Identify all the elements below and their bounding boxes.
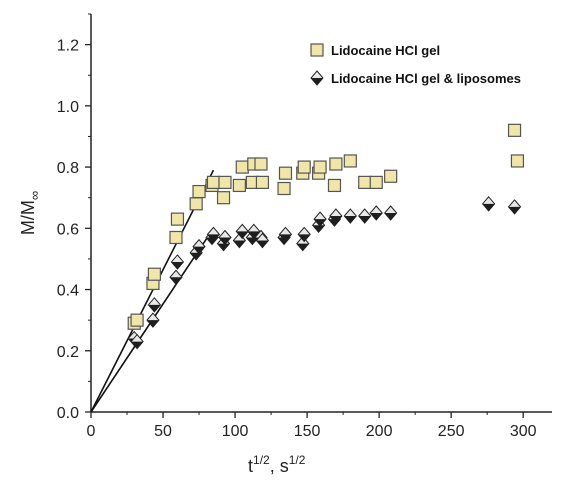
fit-line: [90, 169, 215, 413]
gel-point: [169, 230, 183, 245]
plot-frame: [90, 14, 552, 413]
gel-point: [510, 154, 525, 168]
liposome-point: [278, 226, 293, 243]
legend-label-gel: Lidocaine HCl gel: [331, 43, 440, 58]
liposome-point: [255, 232, 270, 249]
gel-point: [206, 175, 221, 189]
liposome-point: [147, 297, 162, 313]
gel-point: [189, 197, 203, 211]
gel-point: [255, 175, 270, 189]
gel-point: [384, 169, 398, 183]
liposome-point: [192, 238, 206, 255]
gel-point: [507, 123, 522, 137]
gel-point: [216, 191, 231, 205]
y-tick-label: 1.2: [57, 38, 79, 55]
liposome-point: [329, 208, 343, 224]
gel-point: [218, 175, 232, 189]
y-tick-label: 0.2: [57, 344, 79, 361]
liposome-point: [369, 205, 383, 221]
y-tick-label: 0.6: [57, 221, 79, 238]
x-ticks: 0 50 100 150 200 250 300: [87, 412, 537, 440]
gel-point: [343, 154, 357, 168]
x-axis-title: t1/2, s1/2: [248, 453, 306, 476]
x-tick-label: 150: [294, 423, 321, 440]
gel-point: [277, 181, 291, 196]
liposome-point: [206, 226, 221, 243]
gel-point: [192, 184, 206, 199]
y-tick-label: 0.8: [57, 160, 79, 177]
liposome-point: [358, 208, 372, 224]
gel-point: [278, 166, 293, 180]
liposome-point: [218, 229, 232, 246]
y-tick-label: 0.4: [57, 283, 79, 300]
legend: Lidocaine HCl gel Lidocaine HCl gel & li…: [310, 43, 521, 86]
gel-point: [358, 175, 372, 189]
liposome-point: [235, 223, 249, 240]
gel-point: [147, 267, 161, 281]
gel-point: [170, 212, 185, 226]
liposome-point: [507, 199, 522, 215]
gel-point: [369, 175, 383, 189]
gel-point: [297, 160, 311, 174]
x-tick-label: 0: [87, 423, 96, 440]
y-tick-label: 1.0: [57, 99, 79, 116]
x-tick-label: 50: [154, 423, 172, 440]
x-tick-label: 300: [510, 423, 537, 440]
gel-point: [235, 160, 249, 174]
liposome-point: [169, 269, 183, 286]
liposome-point: [481, 196, 496, 212]
legend-marker-liposomes: [310, 70, 324, 86]
x-tick-label: 250: [438, 423, 465, 440]
liposome-point: [130, 333, 144, 350]
gel-point: [254, 157, 268, 171]
series-layer: [127, 123, 525, 350]
legend-label-liposomes: Lidocaine HCl gel & liposomes: [331, 71, 521, 86]
legend-marker-gel: [310, 43, 324, 57]
y-tick-label: 0.0: [57, 405, 79, 422]
x-tick-label: 100: [222, 423, 249, 440]
gel-point: [130, 313, 144, 327]
liposome-point: [297, 226, 311, 243]
liposome-point: [313, 211, 327, 227]
gel-point: [232, 178, 246, 193]
gel-point: [313, 160, 327, 174]
liposome-point: [383, 205, 398, 221]
liposome-point: [146, 312, 160, 328]
y-axis-title: M/M∞: [18, 191, 42, 235]
x-tick-label: 200: [366, 423, 393, 440]
gel-point: [329, 157, 343, 171]
y-ticks: 0.0 0.2 0.4 0.6 0.8 1.0 1.2: [57, 13, 91, 422]
liposome-point: [343, 208, 357, 224]
liposome-point: [170, 254, 185, 270]
gel-point: [327, 178, 342, 193]
